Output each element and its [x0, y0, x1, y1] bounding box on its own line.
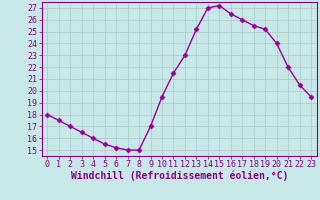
- X-axis label: Windchill (Refroidissement éolien,°C): Windchill (Refroidissement éolien,°C): [70, 171, 288, 181]
